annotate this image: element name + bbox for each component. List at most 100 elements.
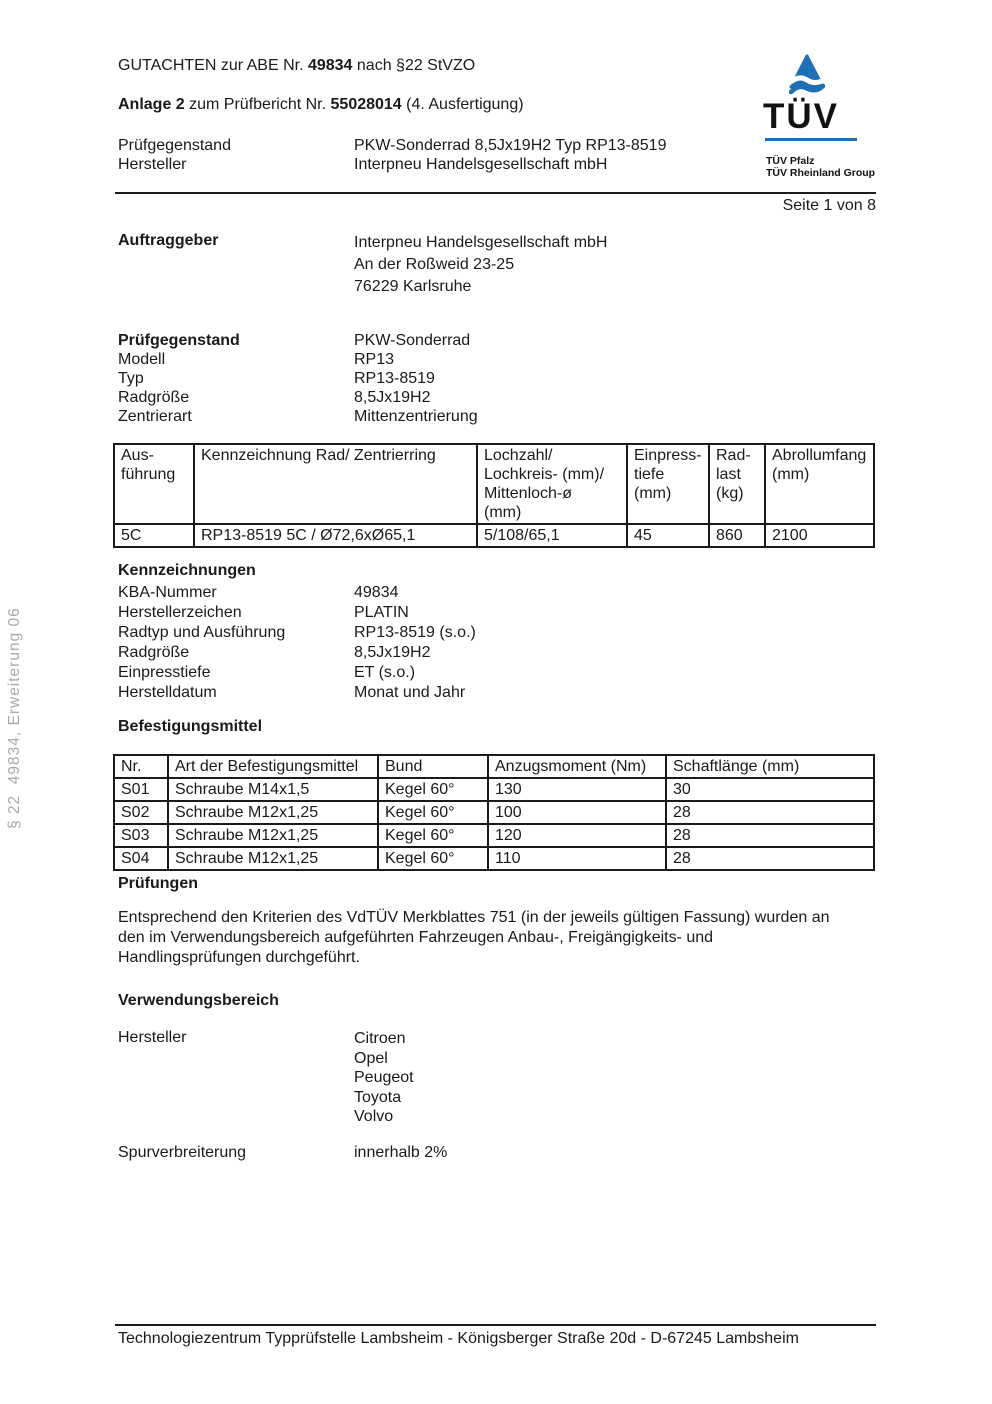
field-row: Prüfgegenstand PKW-Sonderrad <box>118 331 478 350</box>
table-cell: 45 <box>626 523 710 548</box>
table-cell: 130 <box>487 777 667 802</box>
field-row: Einpresstiefe ET (s.o.) <box>118 663 476 683</box>
table-cell: S04 <box>113 846 169 871</box>
field-value: PKW-Sonderrad 8,5Jx19H2 Typ RP13-8519 <box>354 137 667 154</box>
test-object-fields: Prüfgegenstand PKW-Sonderrad Modell RP13… <box>118 331 478 426</box>
markings-fields: KBA-Nummer 49834 Herstellerzeichen PLATI… <box>118 583 476 703</box>
logo-org-line1: TÜV Pfalz <box>766 155 815 167</box>
manufacturer-item: Peugeot <box>354 1069 414 1086</box>
field-label: Radgröße <box>118 644 190 661</box>
table-row: S04 Schraube M12x1,25 Kegel 60° 110 28 <box>113 846 875 871</box>
field-row: Radtyp und Ausführung RP13-8519 (s.o.) <box>118 623 476 643</box>
field-row: KBA-Nummer 49834 <box>118 583 476 603</box>
field-row: Herstelldatum Monat und Jahr <box>118 683 476 703</box>
annex-mid: zum Prüfbericht Nr. <box>184 96 331 113</box>
field-value: 8,5Jx19H2 <box>354 644 431 661</box>
table-cell: 110 <box>487 846 667 871</box>
field-label: Typ <box>118 370 144 387</box>
field-row: Modell RP13 <box>118 350 478 369</box>
table-cell: Schraube M12x1,25 <box>167 800 379 825</box>
table-cell: S02 <box>113 800 169 825</box>
annex-line: Anlage 2 zum Prüfbericht Nr. 55028014 (4… <box>118 96 524 114</box>
field-row: Zentrierart Mittenzentrierung <box>118 407 478 426</box>
table-cell: 100 <box>487 800 667 825</box>
field-label: Radgröße <box>118 389 190 406</box>
field-value: PKW-Sonderrad <box>354 332 471 349</box>
table-cell: Kegel 60° <box>377 823 489 848</box>
field-label: Radtyp und Ausführung <box>118 624 286 641</box>
field-value: Interpneu Handelsgesellschaft mbH <box>354 156 608 173</box>
field-value: 8,5Jx19H2 <box>354 389 431 406</box>
annex-number: 55028014 <box>330 96 402 113</box>
intro-fields: Prüfgegenstand PKW-Sonderrad 8,5Jx19H2 T… <box>118 136 666 174</box>
field-label: Modell <box>118 351 166 368</box>
track-widening-value: innerhalb 2% <box>354 1144 448 1161</box>
header-rule <box>115 192 876 194</box>
table-header-cell: Schaftlänge (mm) <box>665 754 875 779</box>
table-cell: 120 <box>487 823 667 848</box>
table-row: S02 Schraube M12x1,25 Kegel 60° 100 28 <box>113 800 875 825</box>
table-cell: Kegel 60° <box>377 777 489 802</box>
field-value: ET (s.o.) <box>354 664 416 681</box>
table-header-cell: Rad- last (kg) <box>708 443 766 525</box>
table-row: S03 Schraube M12x1,25 Kegel 60° 120 28 <box>113 823 875 848</box>
field-value: RP13-8519 (s.o.) <box>354 624 476 641</box>
table-cell: 30 <box>665 777 875 802</box>
manufacturer-item: Citroen <box>354 1030 406 1047</box>
field-value: Mittenzentrierung <box>354 408 478 425</box>
section-heading-tests: Prüfungen <box>118 875 198 892</box>
table-header-cell: Einpress- tiefe (mm) <box>626 443 710 525</box>
client-address-line: Interpneu Handelsgesellschaft mbH <box>354 234 608 251</box>
table-cell: 5C <box>113 523 195 548</box>
table-header-cell: Kennzeichnung Rad/ Zentrierring <box>193 443 478 525</box>
client-address: Interpneu Handelsgesellschaft mbH An der… <box>354 232 607 298</box>
title-suffix: nach §22 StVZO <box>352 57 476 74</box>
table-header-cell: Art der Befestigungsmittel <box>167 754 379 779</box>
section-heading-fasteners: Befestigungsmittel <box>118 718 263 735</box>
wheel-spec-table: Aus- führung Kennzeichnung Rad/ Zentrier… <box>113 443 875 548</box>
logo-underline <box>765 138 857 141</box>
table-cell: Schraube M12x1,25 <box>167 823 379 848</box>
field-value: Monat und Jahr <box>354 684 466 701</box>
field-label: Zentrierart <box>118 408 192 425</box>
table-header-cell: Nr. <box>113 754 169 779</box>
table-cell: Schraube M14x1,5 <box>167 777 379 802</box>
tests-paragraph: Entsprechend den Kriterien des VdTÜV Mer… <box>118 909 830 966</box>
field-label: Hersteller <box>118 156 187 173</box>
table-cell: 28 <box>665 800 875 825</box>
annex-label: Anlage 2 <box>118 96 185 113</box>
field-label: Herstellerzeichen <box>118 604 242 621</box>
field-label: KBA-Nummer <box>118 584 217 601</box>
field-value: 49834 <box>354 584 399 601</box>
margin-note: § 22 49834, Erweiterung 06 <box>6 607 23 829</box>
table-cell: 28 <box>665 823 875 848</box>
field-row: Prüfgegenstand PKW-Sonderrad 8,5Jx19H2 T… <box>118 136 666 155</box>
table-cell: S03 <box>113 823 169 848</box>
logo-org-lines: TÜV Pfalz TÜV Rheinland Group <box>766 155 880 179</box>
table-cell: 28 <box>665 846 875 871</box>
field-row: Hersteller Interpneu Handelsgesellschaft… <box>118 155 666 174</box>
table-cell: Schraube M12x1,25 <box>167 846 379 871</box>
field-value: PLATIN <box>354 604 409 621</box>
manufacturer-item: Opel <box>354 1049 388 1067</box>
field-value: RP13-8519 <box>354 370 435 387</box>
document-title: GUTACHTEN zur ABE Nr. 49834 nach §22 StV… <box>118 57 475 75</box>
table-header-cell: Aus- führung <box>113 443 195 525</box>
logo-org-line2: TÜV Rheinland Group <box>766 167 876 179</box>
footer-rule <box>115 1324 876 1326</box>
table-row: S01 Schraube M14x1,5 Kegel 60° 130 30 <box>113 777 875 802</box>
client-address-line: 76229 Karlsruhe <box>354 278 472 295</box>
field-row: Radgröße 8,5Jx19H2 <box>118 388 478 407</box>
table-cell: 860 <box>708 523 766 548</box>
field-value: RP13 <box>354 351 395 368</box>
table-cell: Kegel 60° <box>377 846 489 871</box>
field-row: Typ RP13-8519 <box>118 369 478 388</box>
tuv-triangle-icon <box>789 54 825 95</box>
field-label: Prüfgegenstand <box>118 137 231 154</box>
tuv-wordmark: TÜV <box>763 97 839 136</box>
field-row: Herstellerzeichen PLATIN <box>118 603 476 623</box>
table-cell: 5/108/65,1 <box>476 523 628 548</box>
table-cell: 2100 <box>764 523 875 548</box>
page-indicator: Seite 1 von 8 <box>782 197 876 214</box>
